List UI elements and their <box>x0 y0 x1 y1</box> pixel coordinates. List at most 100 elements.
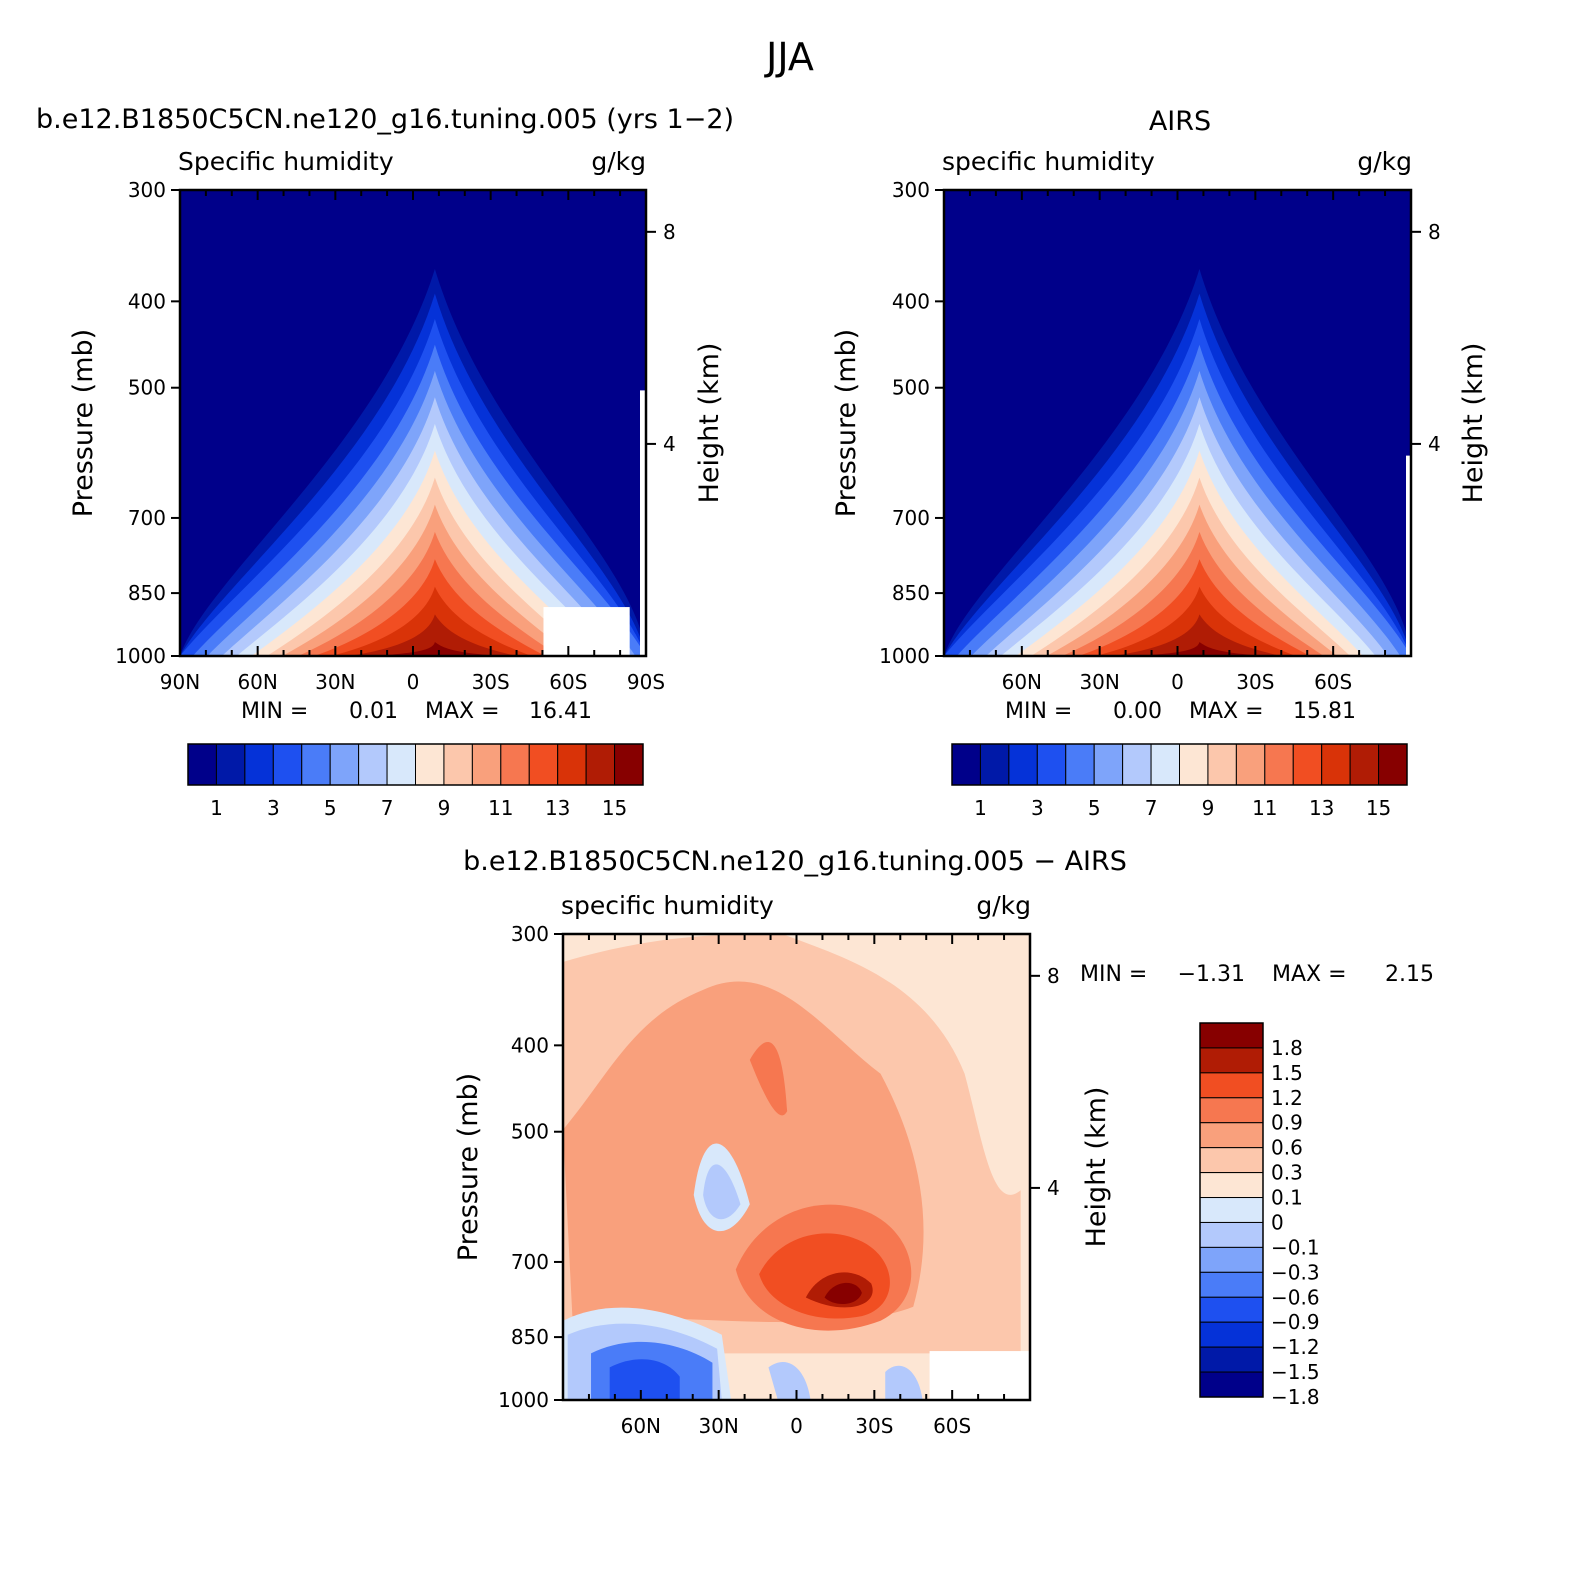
colorbar-label: 0.3 <box>1271 1161 1303 1185</box>
colorbar-box <box>1093 743 1124 786</box>
colorbar-label: −1.2 <box>1271 1335 1320 1359</box>
x-tick-label: 30N <box>698 1414 738 1438</box>
y-tick-label: 850 <box>511 1325 549 1349</box>
panel-airs-max-label: MAX = <box>1189 699 1264 724</box>
colorbar-label: 1 <box>974 796 987 820</box>
colorbar-box <box>1036 743 1067 786</box>
colorbar-box <box>1349 743 1380 786</box>
y2-tick-label: 4 <box>663 432 676 456</box>
y-tick-label: 1000 <box>498 1388 549 1412</box>
missing-data-region <box>1406 455 1411 656</box>
y2-tick-label: 8 <box>1428 220 1441 244</box>
panel-difference-units-label: g/kg <box>976 891 1031 920</box>
contour-band-15 <box>1133 642 1265 656</box>
colorbar-label: 0.6 <box>1271 1136 1303 1160</box>
contour-band-13 <box>1095 586 1297 656</box>
missing-data-region <box>929 1351 1030 1400</box>
colorbar-box <box>1235 743 1266 786</box>
y-tick-label: 1000 <box>879 644 930 668</box>
panel-airs-units-label: g/kg <box>1357 147 1412 176</box>
x-tick-label: 30N <box>1079 670 1119 694</box>
panel-airs-max-value: 15.81 <box>1293 699 1356 724</box>
y2-tick-label: 4 <box>1047 1176 1060 1200</box>
colorbar-box <box>1199 1221 1264 1248</box>
panel-model-max-value: 16.41 <box>529 699 592 724</box>
x-tick-label: 60N <box>237 670 277 694</box>
colorbar-box <box>557 743 587 786</box>
colorbar-label: 5 <box>1088 796 1101 820</box>
panel-difference-min-value: −1.31 <box>1178 962 1245 987</box>
panel-difference: b.e12.B1850C5CN.ne120_g16.tuning.005 − A… <box>453 846 1434 1438</box>
colorbar-box <box>1199 1197 1264 1223</box>
x-tick-label: 90S <box>627 670 665 694</box>
colorbar-box <box>215 743 246 786</box>
colorbar-frame <box>951 743 1408 786</box>
colorbar-label: 5 <box>324 796 337 820</box>
y2-tick-label: 8 <box>1047 964 1060 988</box>
panel-airs-variable-label: specific humidity <box>942 147 1155 176</box>
y-tick-label: 500 <box>128 376 166 400</box>
colorbar-box <box>500 743 530 786</box>
y-tick-label: 700 <box>128 506 166 530</box>
y-tick-label: 700 <box>892 506 930 530</box>
panel-model-variable-label: Specific humidity <box>178 147 394 176</box>
colorbar-box <box>1199 1296 1264 1323</box>
colorbar-box <box>528 743 559 786</box>
colorbar-box <box>1199 1047 1264 1074</box>
colorbar-label: 1.8 <box>1271 1036 1303 1060</box>
colorbar-box <box>244 743 274 786</box>
colorbar-box <box>1199 1097 1264 1124</box>
colorbar-label: 9 <box>438 796 451 820</box>
colorbar-label: −0.9 <box>1271 1310 1320 1334</box>
colorbar-box <box>951 743 981 786</box>
y-tick-label: 400 <box>892 289 930 313</box>
x-tick-label: 0 <box>790 1414 803 1438</box>
contour-band-14 <box>348 614 517 656</box>
panel-airs-min-label: MIN = <box>1005 699 1072 724</box>
panel-airs-colorbar: 1 3 5 7 9 11 13 15 <box>951 743 1408 820</box>
panel-model-contour-fill <box>180 190 646 656</box>
colorbar-label: 3 <box>267 796 280 820</box>
colorbar-box <box>187 743 217 786</box>
panel-difference-max-label: MAX = <box>1272 962 1347 987</box>
colorbar-box <box>1008 743 1038 786</box>
y-tick-label: 500 <box>892 376 930 400</box>
colorbar-label: 13 <box>1309 796 1334 820</box>
panel-airs-contour-fill <box>944 190 1411 656</box>
colorbar-box <box>301 743 331 786</box>
panel-difference-y2-axis-label: Height (km) <box>1081 1087 1112 1248</box>
contour-band-neg-0.3-mid <box>703 1164 741 1220</box>
panel-airs-title: AIRS <box>1149 106 1211 137</box>
x-tick-label: 60S <box>549 670 587 694</box>
panel-difference-axes: 300 400 500 700 850 1000 8 4 60N 30N 0 30S 60S <box>498 922 1060 1438</box>
colorbar-box <box>1122 743 1152 786</box>
colorbar-box <box>272 743 303 786</box>
contour-band-13 <box>330 586 532 656</box>
y-tick-label: 300 <box>892 178 930 202</box>
colorbar-box <box>443 743 473 786</box>
colorbar-box <box>1207 743 1237 786</box>
panel-model-y-axis-label: Pressure (mb) <box>68 329 99 517</box>
contour-band-neg-0.9 <box>609 1359 680 1400</box>
colorbar-box <box>1199 1022 1264 1049</box>
colorbar-box <box>1199 1271 1264 1298</box>
colorbar-box <box>1150 743 1180 786</box>
colorbar-label: 7 <box>1145 796 1158 820</box>
colorbar-label: −1.5 <box>1271 1360 1320 1384</box>
colorbar-box <box>358 743 388 786</box>
panel-model-max-label: MAX = <box>425 699 500 724</box>
panel-airs-y-axis-label: Pressure (mb) <box>831 329 862 517</box>
colorbar-label: −0.6 <box>1271 1285 1320 1309</box>
y-tick-label: 400 <box>511 1033 549 1057</box>
panel-airs: AIRS specific humidity g/kg 300 400 500 700… <box>831 106 1489 820</box>
contour-band-14 <box>1112 614 1282 656</box>
colorbar-frame <box>1199 1022 1264 1398</box>
x-tick-label: 90N <box>160 670 200 694</box>
colorbar-label: −0.1 <box>1271 1235 1320 1259</box>
panel-airs-min-value: 0.00 <box>1113 699 1162 724</box>
colorbar-box <box>1199 1122 1264 1149</box>
panel-model-colorbar: 1 3 5 7 9 11 13 15 <box>187 743 644 820</box>
colorbar-label: 11 <box>488 796 513 820</box>
colorbar-box <box>1199 1172 1264 1199</box>
